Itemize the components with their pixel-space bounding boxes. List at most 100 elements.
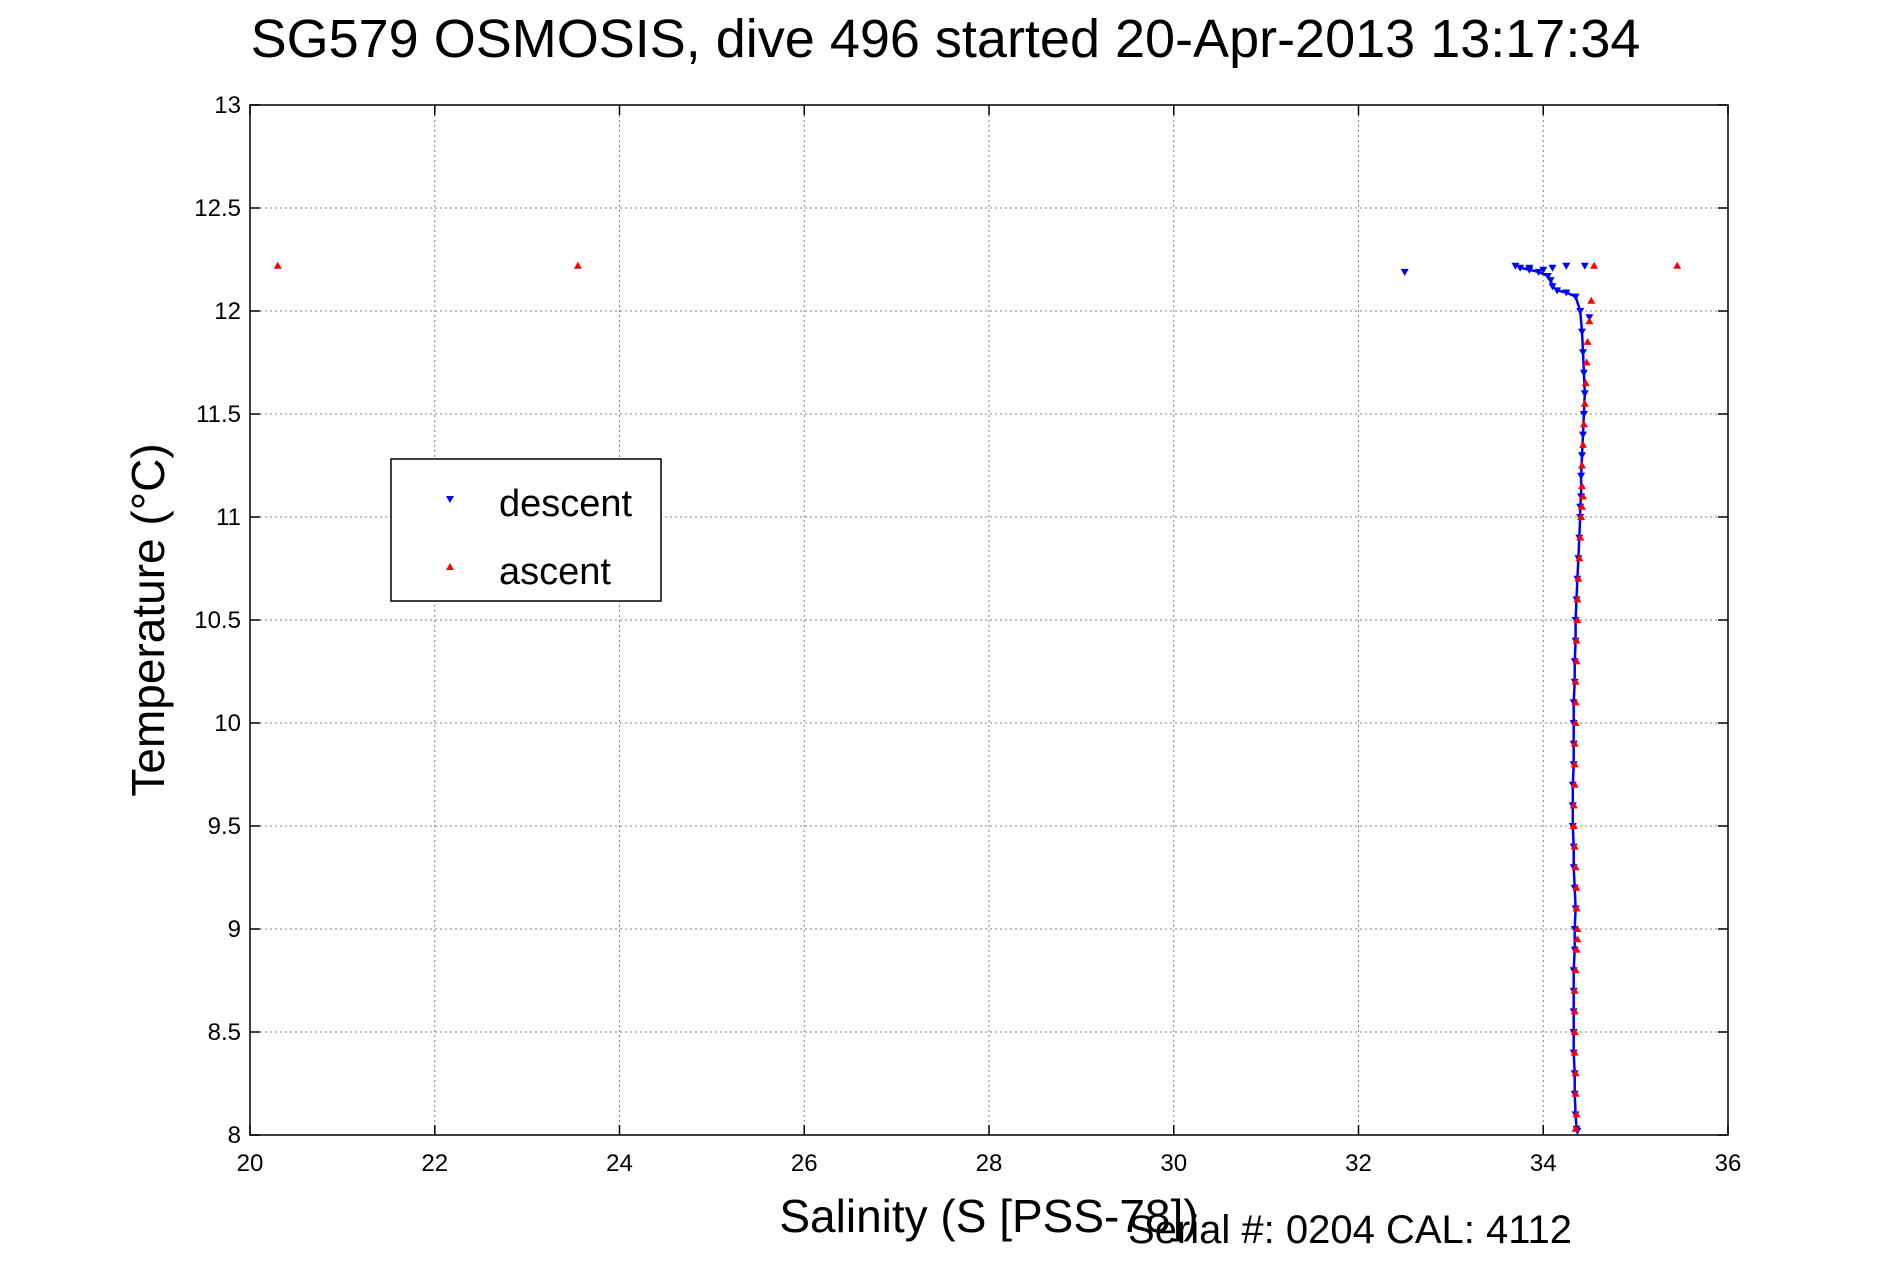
y-tick-label: 8: [228, 1122, 241, 1149]
ascent-point: [1570, 1048, 1579, 1056]
descent-point: [1578, 452, 1586, 460]
descent-point: [1548, 283, 1557, 291]
ascent-point: [573, 261, 582, 269]
x-tick-label: 22: [421, 1150, 448, 1177]
ascent-point: [1569, 801, 1578, 809]
y-tick-label: 12: [214, 298, 241, 325]
legend: descent ascent: [390, 458, 662, 602]
chart-title: SG579 OSMOSIS, dive 496 started 20-Apr-2…: [250, 9, 1641, 69]
ascent-point: [1573, 595, 1582, 603]
y-tick-label: 11.5: [196, 401, 241, 428]
ascent-point: [1571, 1069, 1580, 1077]
legend-descent-label: descent: [499, 483, 633, 525]
descent-point: [1571, 293, 1580, 301]
density-contours: [1737, 126, 1891, 1156]
ascent-point: [1579, 492, 1587, 500]
ascent-point: [1583, 337, 1592, 345]
ascent-point: [1571, 677, 1580, 685]
y-axis-label: Temperature (°C): [122, 443, 174, 796]
ascent-point: [1571, 966, 1580, 974]
y-tick-label: 13: [214, 92, 241, 119]
ascent-point: [1578, 502, 1586, 510]
ascent-point: [1570, 739, 1579, 747]
descent-point: [1579, 349, 1587, 357]
serial-cal-footer: Serial #: 0204 CAL: 4112: [1128, 1208, 1573, 1252]
x-tick-label: 32: [1345, 1150, 1372, 1177]
ascent-point: [1570, 1028, 1579, 1035]
ascent-point: [1578, 482, 1586, 490]
density-contour-line: [1737, 126, 1891, 1156]
legend-box: [390, 458, 662, 602]
ascent-point: [1573, 935, 1582, 943]
descent-point: [1579, 431, 1587, 439]
descent-point: [1579, 411, 1588, 418]
data-points: [273, 261, 1682, 1135]
ascent-point: [1572, 945, 1581, 953]
ascent-point: [1585, 317, 1594, 325]
ascent-point: [1575, 554, 1584, 562]
ascent-point: [1570, 1007, 1579, 1015]
ascent-point: [1572, 904, 1581, 912]
descent-point: [1539, 266, 1548, 274]
y-tick-label: 11: [216, 504, 241, 531]
descent-point: [1553, 287, 1562, 295]
ascent-point: [1579, 420, 1588, 428]
descent-point: [1534, 268, 1543, 276]
descent-point: [1525, 266, 1534, 274]
ascent-point: [1570, 986, 1579, 994]
ascent-point: [1571, 1124, 1580, 1132]
ascent-point: [1571, 863, 1580, 871]
ascent-point: [1578, 461, 1586, 469]
x-axis-label: Salinity (S [PSS-78]): [779, 1190, 1198, 1242]
ascent-point: [1577, 513, 1586, 520]
ascent-point: [1574, 574, 1583, 582]
y-tick-label: 9.5: [208, 813, 241, 840]
y-tick-label: 10: [214, 710, 241, 737]
descent-point: [1543, 273, 1552, 280]
ascent-point: [1569, 822, 1578, 829]
descent-point: [1576, 308, 1585, 315]
descent-point: [1580, 262, 1589, 270]
x-tick-label: 26: [791, 1150, 818, 1177]
ascent-point: [1576, 533, 1585, 541]
descent-point: [1511, 262, 1520, 270]
descent-trace: [1519, 266, 1587, 1132]
ascent-point: [1590, 261, 1599, 269]
ascent-point: [1572, 883, 1581, 891]
descent-point: [1562, 289, 1571, 297]
ascent-point: [1587, 296, 1596, 304]
descent-point: [1577, 472, 1586, 480]
x-tick-label: 36: [1715, 1150, 1742, 1177]
ascent-point: [1582, 358, 1591, 366]
ascent-point: [1573, 616, 1582, 623]
ascent-point: [1581, 379, 1590, 387]
x-tick-label: 34: [1530, 1150, 1557, 1177]
ascent-point: [1579, 440, 1587, 448]
density-contour-line: [1857, 126, 1891, 1156]
ascent-point: [1572, 657, 1581, 665]
descent-point: [1580, 390, 1589, 398]
x-tick-label: 20: [237, 1150, 264, 1177]
ascent-point: [1673, 261, 1682, 269]
descent-point: [1548, 264, 1557, 272]
ascent-point: [1572, 1110, 1581, 1118]
ascent-series: [273, 261, 1682, 1132]
legend-ascent-label: ascent: [499, 551, 611, 593]
descent-point: [1516, 264, 1525, 272]
y-tick-label: 10.5: [194, 607, 241, 634]
y-tick-label: 9: [228, 916, 241, 943]
ascent-point: [1573, 925, 1582, 932]
ascent-point: [1571, 719, 1580, 726]
descent-point: [1546, 277, 1555, 285]
grid-lines: [250, 105, 1728, 1135]
legend-descent-marker: [446, 496, 454, 503]
ascent-point: [1571, 1089, 1580, 1097]
ascent-point: [273, 261, 282, 269]
descent-point: [1400, 268, 1409, 276]
ascent-point: [1571, 698, 1580, 706]
y-tick-label: 8.5: [208, 1019, 241, 1046]
x-tick-label: 28: [976, 1150, 1003, 1177]
axis-ticks: 20 22 24 26 28 30 32 34 36 8 8.5 9 9.5 10 10.5 11 11.5 12…: [194, 92, 1741, 1177]
descent-point: [1579, 369, 1588, 377]
